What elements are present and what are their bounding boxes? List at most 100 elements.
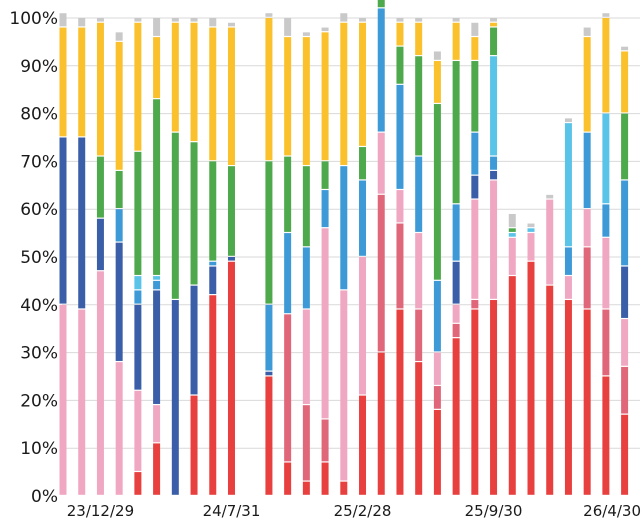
bar-segment — [433, 280, 441, 352]
bar-segment — [471, 22, 479, 36]
bar-segment — [265, 376, 273, 495]
bar-segment — [433, 51, 441, 60]
bar-segment — [153, 99, 161, 275]
bar-segment — [59, 304, 67, 495]
bar-segment — [59, 137, 67, 304]
bar-segment — [340, 481, 348, 495]
bar-segment — [583, 209, 591, 247]
bar-segment — [209, 266, 217, 295]
bar-segment — [396, 190, 404, 223]
bar-segment — [490, 170, 498, 180]
bar-segment — [227, 166, 235, 256]
bar-segment — [153, 290, 161, 404]
bar-segment — [546, 194, 554, 199]
y-tick-label: 90% — [20, 57, 58, 77]
bar-segment — [321, 190, 329, 228]
bar-segment — [115, 32, 123, 41]
bar-segment — [227, 261, 235, 495]
bar-segment — [115, 242, 123, 361]
y-tick-label: 30% — [20, 344, 58, 364]
bar-segment — [621, 266, 629, 318]
bar-segment — [508, 213, 516, 228]
bar-segment — [396, 84, 404, 189]
bar-segment — [171, 18, 179, 22]
bar-segment — [415, 156, 423, 232]
bar-segment — [227, 257, 235, 261]
bar-segment — [433, 352, 441, 385]
bar-segment — [265, 161, 273, 304]
bar-segment — [546, 199, 554, 285]
bar-segment — [471, 309, 479, 495]
bar-segment — [340, 290, 348, 481]
bar-segment — [621, 366, 629, 414]
bar-segment — [377, 194, 385, 352]
bar-segment — [415, 233, 423, 309]
bar-segment — [564, 118, 572, 122]
bar-segment — [115, 170, 123, 208]
bar-segment — [583, 27, 591, 36]
bar-segment — [190, 285, 198, 395]
bar-segment — [602, 18, 610, 113]
bar-segment — [134, 390, 142, 471]
bar-segment — [134, 276, 142, 290]
bar-segment — [621, 46, 629, 51]
bar-segment — [171, 132, 179, 299]
bar-segment — [583, 132, 591, 208]
y-axis-ticks: 0% 10% 20% 30% 40% 50% 60% 70% 80% 90% 100% — [9, 9, 58, 507]
bar-segment — [190, 18, 198, 22]
bar-segment — [396, 46, 404, 84]
bar-segment — [284, 18, 292, 36]
bar-segment — [96, 156, 104, 218]
bar-segment — [190, 22, 198, 142]
bar-segment — [227, 27, 235, 165]
bar-segment — [433, 386, 441, 409]
bar-segment — [621, 51, 629, 113]
bar-segment — [621, 414, 629, 495]
bar-segment — [452, 61, 460, 204]
bar-segment — [115, 362, 123, 495]
bar-segment — [209, 161, 217, 261]
bar-segment — [340, 22, 348, 165]
bar-segment — [59, 27, 67, 137]
bar-segment — [433, 61, 441, 103]
bar-segment — [134, 290, 142, 304]
bar-segment — [490, 22, 498, 27]
bar-segment — [452, 22, 460, 60]
x-tick-label: 25/9/30 — [465, 502, 523, 519]
bar-segment — [340, 13, 348, 22]
bar-segment — [209, 18, 217, 27]
bar-segment — [284, 156, 292, 232]
x-axis-ticks: 23/12/29 24/7/31 25/2/28 25/9/30 26/4/30 — [67, 502, 641, 519]
bar-segment — [284, 314, 292, 462]
bar-segment — [96, 218, 104, 271]
bar-segment — [490, 27, 498, 56]
bar-segment — [153, 18, 161, 36]
bar-segment — [209, 295, 217, 495]
bar-segment — [78, 27, 86, 137]
bar-segment — [302, 405, 310, 481]
bar-segment — [171, 22, 179, 132]
bar-segment — [134, 304, 142, 390]
bar-segment — [359, 22, 367, 146]
bar-segment — [321, 419, 329, 462]
bar-segment — [433, 409, 441, 495]
bar-segment — [396, 309, 404, 495]
bar-segment — [583, 247, 591, 309]
bar-segment — [508, 233, 516, 237]
bar-segment — [321, 228, 329, 419]
bar-segment — [602, 376, 610, 495]
bar-segment — [564, 247, 572, 275]
bar-segment — [377, 0, 385, 8]
bar-segment — [153, 276, 161, 280]
bar-segment — [265, 18, 273, 161]
bar-segment — [621, 113, 629, 180]
bar-segment — [452, 261, 460, 304]
bar-segment — [527, 228, 535, 232]
bar-segment — [359, 180, 367, 256]
bar-segment — [302, 32, 310, 36]
bar-segment — [153, 37, 161, 99]
bar-segment — [490, 156, 498, 170]
bar-segment — [377, 8, 385, 132]
bar-segment — [452, 338, 460, 495]
